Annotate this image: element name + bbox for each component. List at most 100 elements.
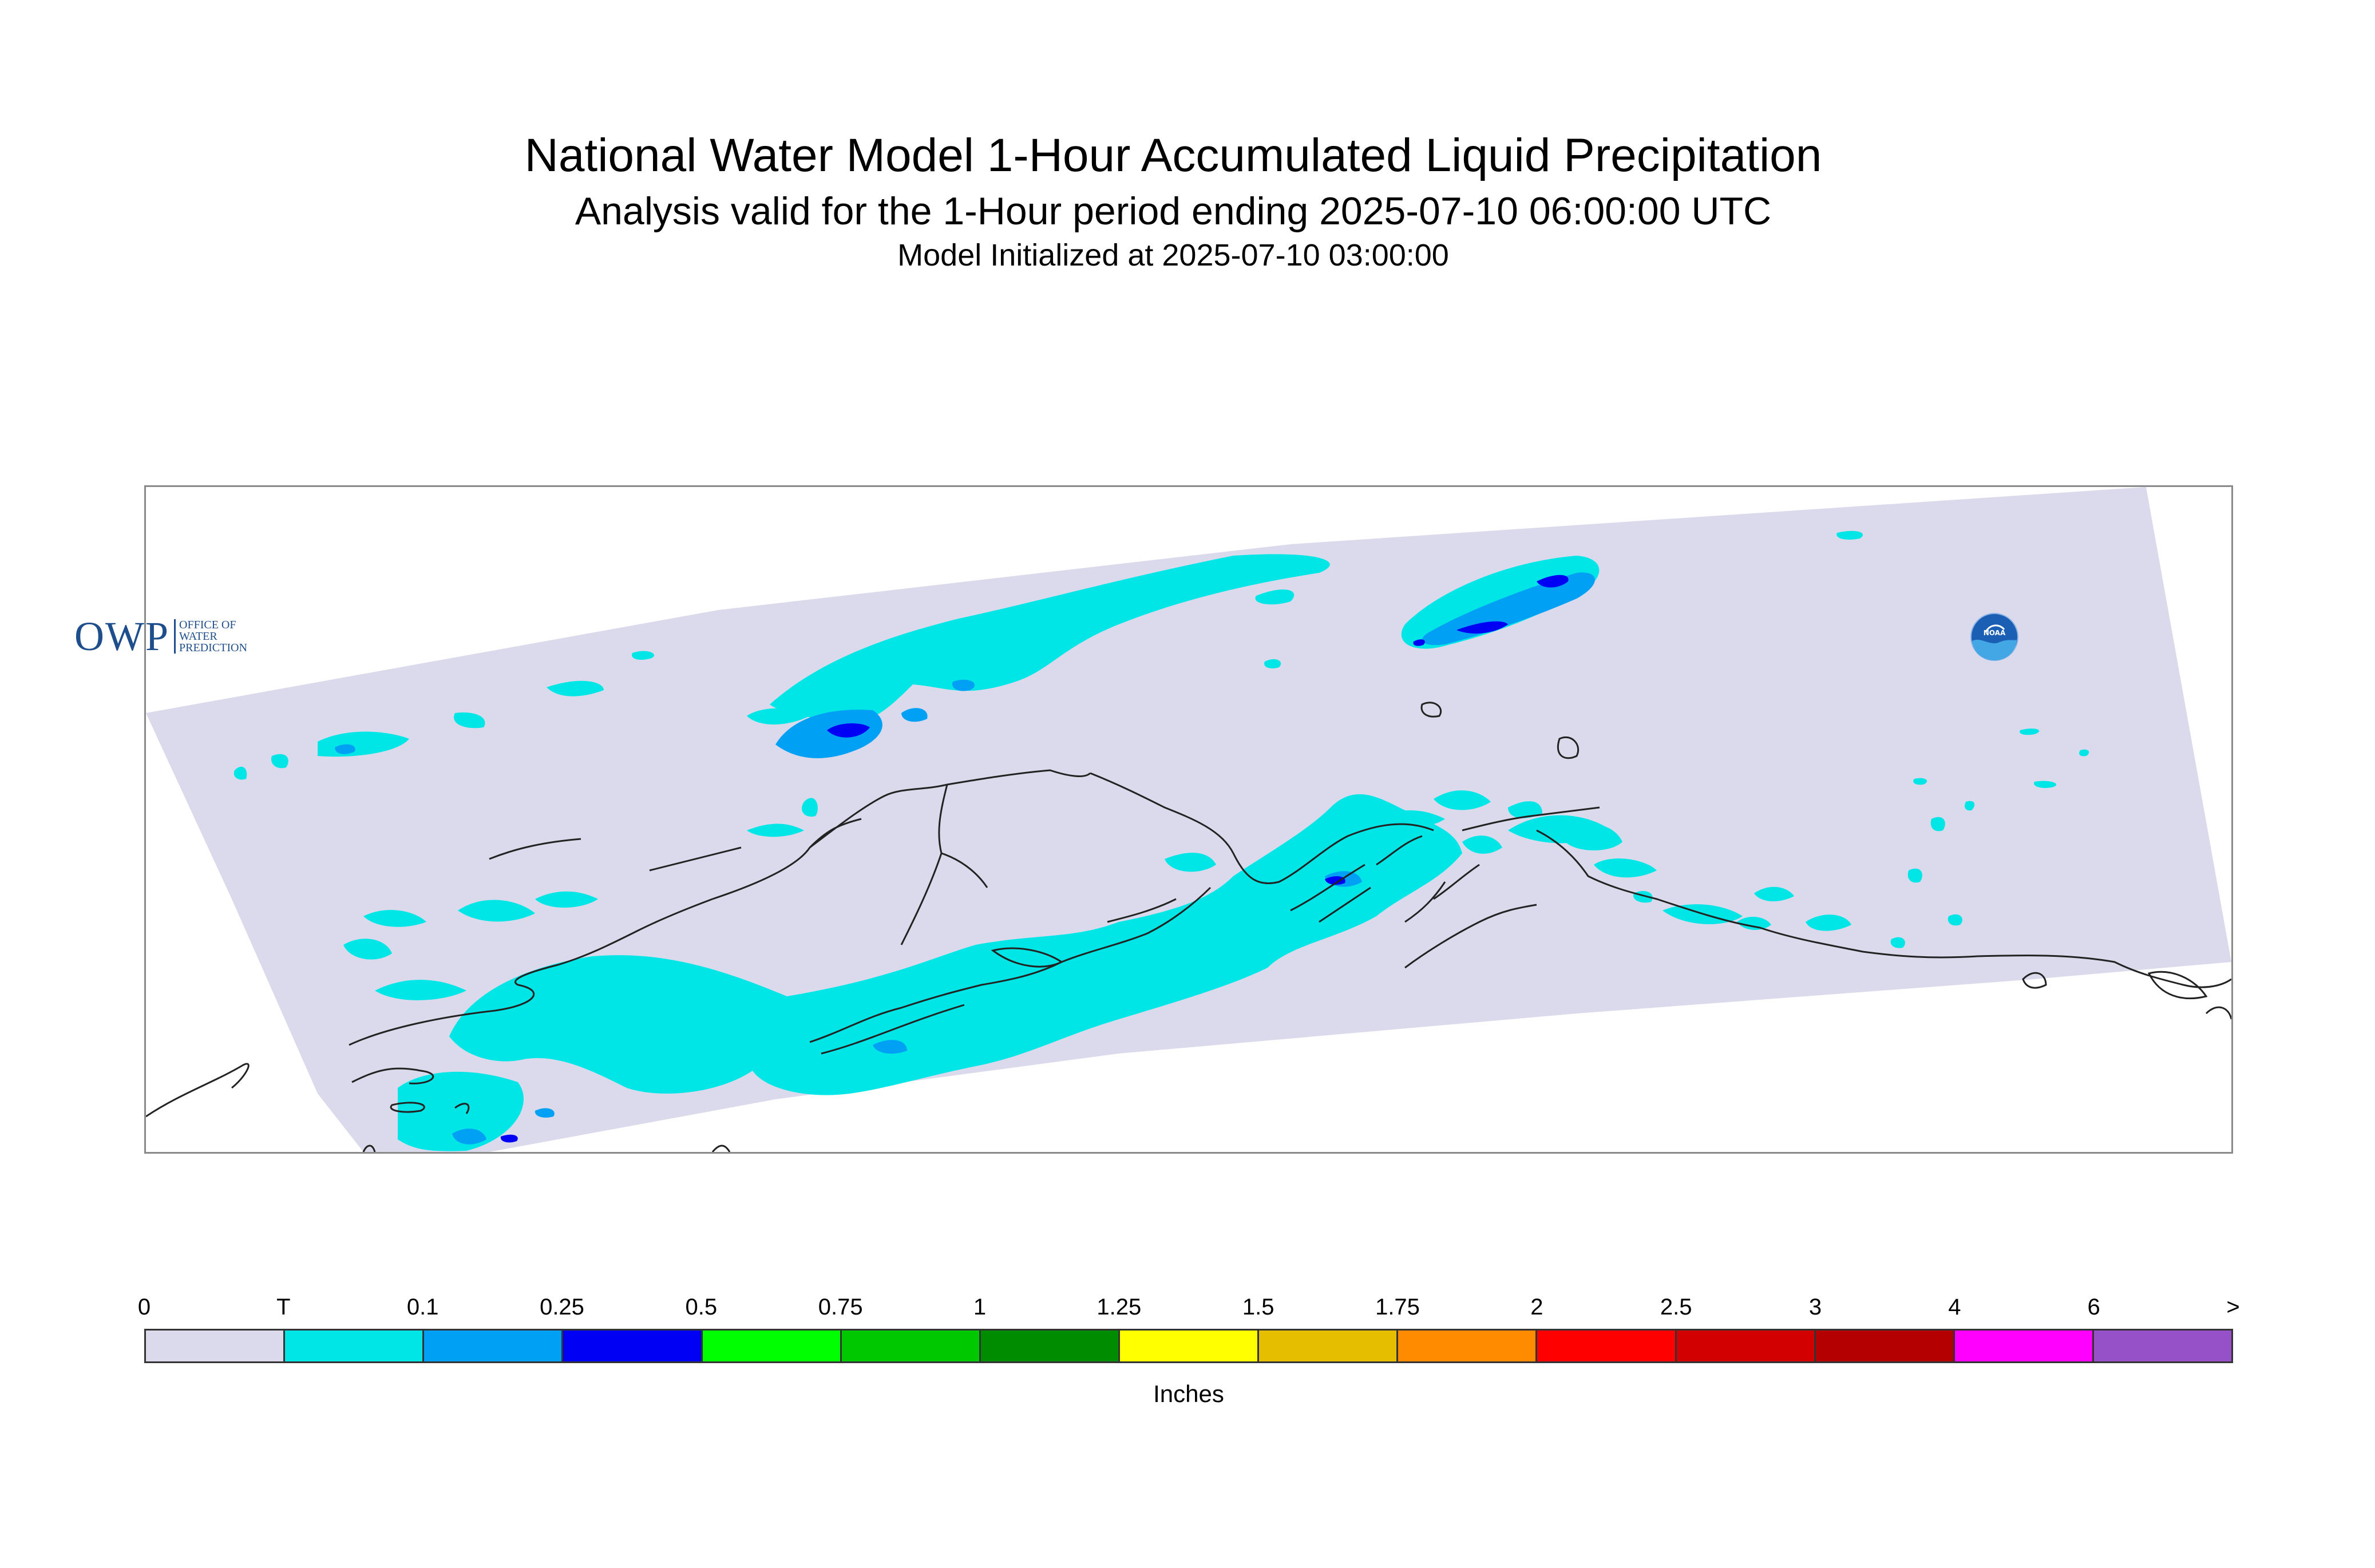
trace-precip-area [398, 1071, 524, 1151]
owp-logo: OWP OFFICE OF WATER PREDICTION [74, 613, 247, 659]
legend-tick-label: 1.25 [1097, 1294, 1142, 1320]
legend-tick-label: 0.1 [406, 1294, 439, 1320]
legend-tick-label: 0.5 [685, 1294, 718, 1320]
legend-tick-label: 1.75 [1375, 1294, 1420, 1320]
owp-logo-text: OFFICE OF WATER PREDICTION [174, 619, 247, 654]
coastline [1376, 835, 1423, 866]
trace-precip-area [1462, 836, 1502, 854]
coastline [349, 898, 713, 1046]
trace-precip-area [1376, 810, 1445, 827]
light-precip-area [901, 708, 928, 722]
legend-ticks: 0 T 0.1 0.25 0.5 0.75 1 1.25 1.5 1.75 2 2.5 3 4 6 > [138, 1294, 2240, 1329]
trace-precip-area [1930, 817, 1945, 831]
trace-precip-area [1255, 589, 1295, 605]
legend-tick-label: > [2226, 1294, 2240, 1320]
legend-tick-label: 6 [2087, 1294, 2100, 1320]
trace-precip-area [1508, 801, 1542, 818]
trace-precip-area [747, 823, 804, 837]
legend-swatch [424, 1331, 564, 1361]
trace-precip-area [1890, 937, 1905, 948]
trace-precip-area [1913, 778, 1927, 785]
coastline [649, 846, 742, 872]
trace-precip-area [458, 900, 535, 922]
coastline [2147, 971, 2208, 1000]
coastline [1404, 904, 1537, 969]
trace-precip-area [1965, 801, 1975, 811]
legend-swatch [1398, 1331, 1538, 1361]
coastline [711, 1145, 731, 1152]
coastline-outlines [146, 702, 2231, 1152]
moderate-precip-area [1537, 575, 1569, 588]
trace-precip-area [802, 798, 818, 817]
legend-tick-label: 0.25 [540, 1294, 584, 1320]
noaa-logo-text: NOAA [1984, 629, 2006, 637]
legend-tick-label: 2.5 [1660, 1294, 1692, 1320]
legend-swatch [702, 1331, 842, 1361]
trace-precip-area [1434, 790, 1491, 810]
legend-tick-label: 1.5 [1242, 1294, 1274, 1320]
legend-tick-label: 3 [1808, 1294, 1822, 1320]
trace-precip-area [1806, 914, 1851, 931]
trace-precip-area [2020, 728, 2040, 735]
legend-swatch [1119, 1331, 1260, 1361]
owp-logo-mark: OWP [74, 613, 169, 659]
trace-precip-area [547, 680, 604, 696]
coastline [1319, 886, 1371, 923]
coastline [821, 1004, 965, 1055]
trace-precip-area [1948, 914, 1962, 926]
legend-swatch [841, 1331, 981, 1361]
coastline [1290, 864, 1365, 912]
legend-swatch [980, 1331, 1120, 1361]
coastline [2205, 1006, 2231, 1020]
legend-tick-label: 0.75 [818, 1294, 863, 1320]
trace-precip-area [518, 979, 598, 999]
trace-precip-area [1836, 530, 1863, 540]
light-precip-area [335, 744, 355, 754]
legend-bar [144, 1329, 2233, 1363]
coastline [1090, 772, 1434, 885]
light-precip-area [775, 710, 882, 758]
light-precip-area [452, 1129, 486, 1145]
legend-swatch [2093, 1331, 2232, 1361]
coastline [1107, 898, 1177, 923]
trace-precip-area [1907, 868, 1922, 883]
coastline [1462, 806, 1600, 831]
legend-tick-label: 4 [1948, 1294, 1961, 1320]
legend-swatch [1259, 1331, 1399, 1361]
trace-precip-area [271, 754, 288, 769]
coastline [1536, 829, 2231, 988]
coastline [362, 1145, 376, 1152]
coastline [489, 838, 581, 860]
trace-precip-area [454, 712, 485, 728]
coastline [1404, 881, 1446, 923]
legend-swatch [1815, 1331, 1955, 1361]
coastline [1420, 702, 1442, 718]
coastline [900, 784, 948, 945]
legend-units-label: Inches [1153, 1380, 1224, 1407]
trace-precip-area [632, 651, 655, 660]
trace-precip-area [1565, 825, 1622, 850]
legend-swatch [1676, 1331, 1816, 1361]
trace-precip-area [1754, 886, 1794, 902]
trace-precip-area [375, 980, 466, 1000]
coastline [2022, 972, 2047, 989]
model-init-text: Model Initialized at 2025-07-10 03:00:00 [897, 238, 1449, 272]
trace-precip-area [449, 794, 1462, 1095]
legend-swatch [563, 1331, 703, 1361]
light-precip-area [873, 1040, 907, 1054]
coastline [1557, 736, 1580, 759]
trace-precip-area [1594, 858, 1657, 878]
noaa-seal-icon: NOAA [1970, 613, 2018, 661]
coastline [809, 886, 1212, 1043]
precipitation-map[interactable] [144, 485, 2233, 1154]
trace-precip-area [1737, 916, 1771, 930]
light-precip-area [952, 679, 975, 691]
owp-logo-line: PREDICTION [179, 642, 247, 654]
map-subtitle: Analysis valid for the 1-Hour period end… [575, 189, 1772, 233]
map-canvas [146, 487, 2231, 1152]
moderate-precip-area [827, 723, 870, 738]
legend-tick-label: T [276, 1294, 291, 1320]
coastline [390, 1102, 425, 1113]
trace-precip-area [233, 766, 247, 780]
light-precip-area [535, 1108, 555, 1118]
